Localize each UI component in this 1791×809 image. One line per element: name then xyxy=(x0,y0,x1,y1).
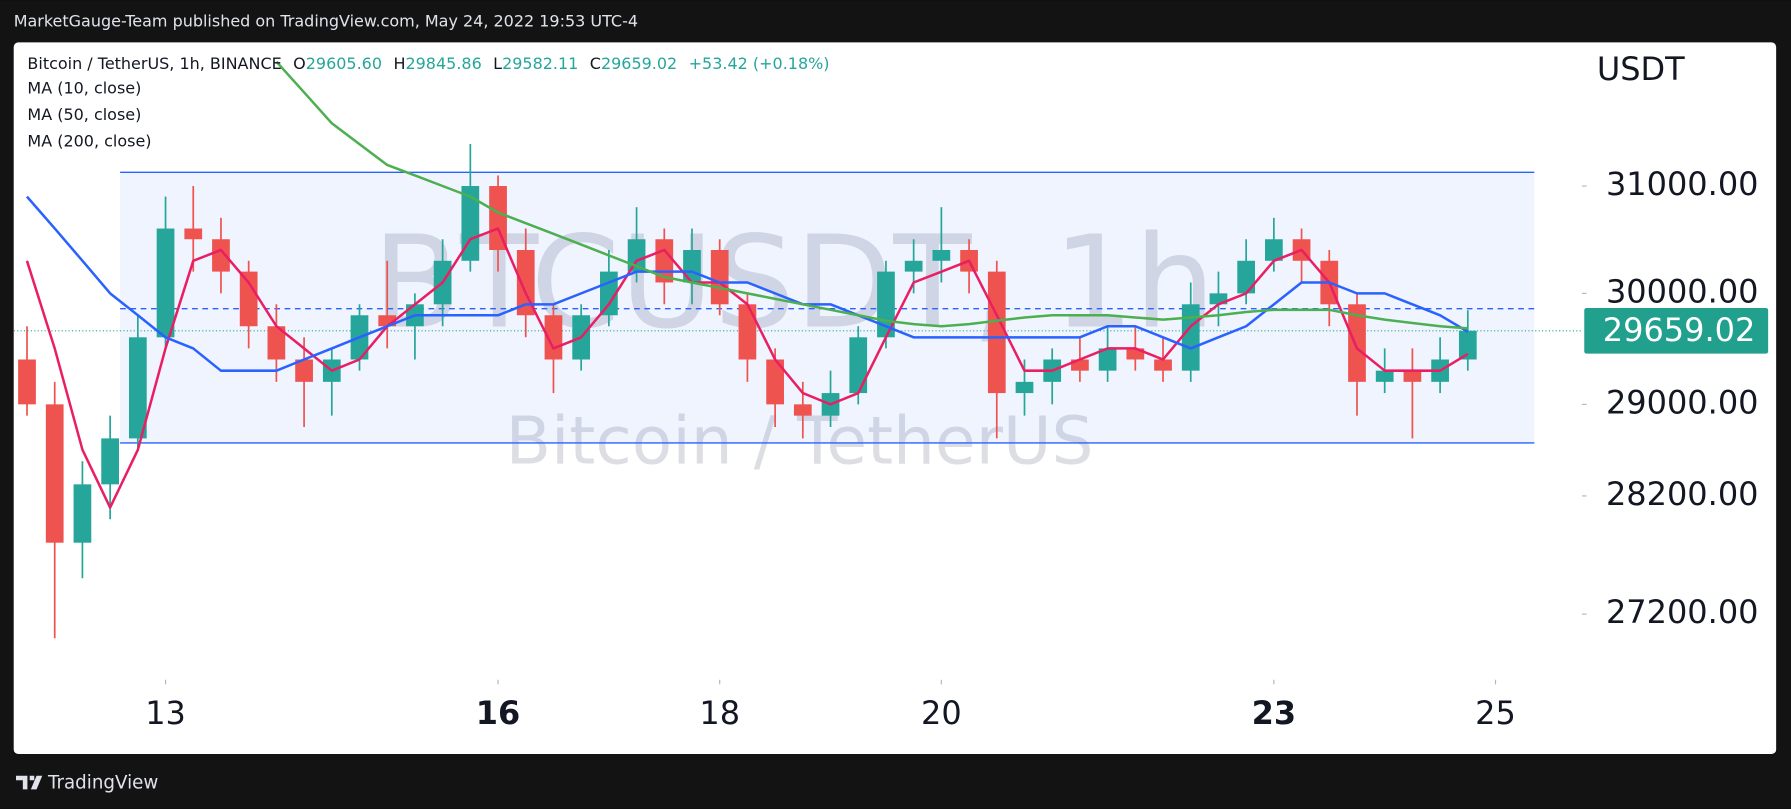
candle-body xyxy=(849,337,868,394)
reading-label: L xyxy=(493,54,502,73)
watermark-symbol: BTCUSDT, 1h xyxy=(372,209,1215,358)
candle-body xyxy=(793,404,812,416)
y-tick-label: 31000.00 xyxy=(1606,165,1759,203)
candle-body xyxy=(1458,330,1477,360)
candle-body xyxy=(710,249,729,305)
reading-value: 29845.86 xyxy=(405,54,481,73)
candle-body xyxy=(1071,359,1089,371)
candle-body xyxy=(683,249,701,283)
candle-body xyxy=(1237,260,1256,294)
y-tick-label: 29000.00 xyxy=(1606,383,1759,421)
symbol-title: Bitcoin / TetherUS, 1h, BINANCE xyxy=(27,54,281,73)
reading-value: 29605.60 xyxy=(306,54,382,73)
candle-body xyxy=(1209,293,1228,305)
candle-body xyxy=(600,271,618,316)
reading-label: O xyxy=(293,54,306,73)
reading-label: H xyxy=(393,54,405,73)
candle-body xyxy=(1154,359,1172,371)
legend-entry: MA (50, close) xyxy=(27,105,141,124)
brand: TradingView xyxy=(47,773,158,794)
x-tick-label: 18 xyxy=(699,694,740,732)
candle-body xyxy=(18,359,36,405)
logo-icon xyxy=(15,775,43,790)
y-axis-unit: USDT xyxy=(1597,50,1685,88)
x-tick-label: 16 xyxy=(476,694,521,732)
logo-mark xyxy=(15,775,43,790)
candle-body xyxy=(128,337,147,439)
candle-body xyxy=(1181,304,1200,371)
candle-body xyxy=(766,359,784,405)
candle-body xyxy=(1098,348,1117,371)
candle-body xyxy=(45,404,64,543)
overlay: MA (10, close) MA (50, close) MA (200, clo… xyxy=(27,50,1769,732)
candle-body xyxy=(461,186,480,261)
candle-body xyxy=(101,438,119,485)
legend-entry: MA (10, close) xyxy=(27,79,141,98)
candle-body xyxy=(184,228,203,240)
candle-body xyxy=(932,249,951,261)
candle-body xyxy=(295,359,313,382)
x-tick-label: 23 xyxy=(1252,694,1297,732)
candle-body xyxy=(544,315,563,360)
x-tick-label: 13 xyxy=(145,694,186,732)
header: Bitcoin / TetherUS, 1h, BINANCE O29605.60… xyxy=(27,54,829,73)
reading-label: C xyxy=(590,54,601,73)
reading-value: 29659.02 xyxy=(601,54,677,73)
x-tick-label: 20 xyxy=(921,694,962,732)
candle-body xyxy=(1126,348,1145,360)
candle-body xyxy=(378,315,397,327)
last-price-label: 29659.02 xyxy=(1603,311,1756,349)
candle-body xyxy=(1403,370,1422,382)
candle-body xyxy=(738,304,757,360)
candle-body xyxy=(516,249,535,316)
ma-line xyxy=(275,60,1468,330)
candle-body xyxy=(1264,239,1283,261)
y-tick-label: 27200.00 xyxy=(1606,593,1759,631)
candle-body xyxy=(489,186,507,250)
reading-value: 29582.11 xyxy=(502,54,578,73)
reading-value: +53.42 (+0.18%) xyxy=(689,54,830,73)
x-tick-label: 25 xyxy=(1475,694,1516,732)
candle-body xyxy=(239,271,258,327)
candle-body xyxy=(1375,370,1394,382)
ma-line xyxy=(25,227,1469,509)
chart-panel xyxy=(13,42,1777,755)
candle-body xyxy=(1015,381,1034,394)
y-tick-label: 30000.00 xyxy=(1606,272,1759,310)
y-tick-label: 28200.00 xyxy=(1606,475,1759,513)
candle-body xyxy=(904,260,923,272)
candle-body xyxy=(73,484,92,543)
last-price-box xyxy=(1584,307,1769,354)
candle-body xyxy=(212,239,230,272)
publisher-line: MarketGauge-Team published on TradingVie… xyxy=(14,11,638,30)
candle-body xyxy=(1348,304,1366,382)
candle-body xyxy=(267,326,286,360)
candle-body xyxy=(156,228,175,338)
ma-line xyxy=(26,195,1469,372)
legend-entry: MA (200, close) xyxy=(27,131,151,150)
candle-body xyxy=(987,271,1006,394)
